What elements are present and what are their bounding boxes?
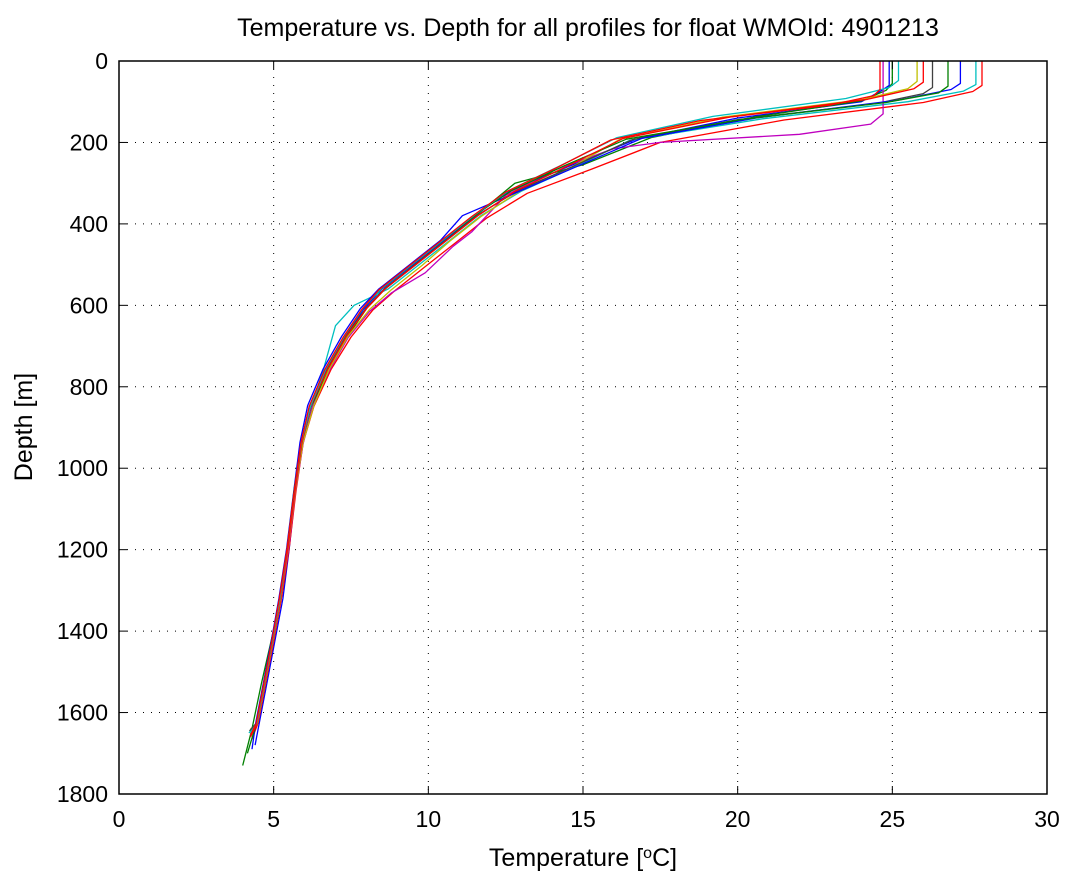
y-tick-label: 200: [70, 129, 108, 155]
profile-line-1: [254, 61, 890, 746]
y-axis-label: Depth [m]: [10, 373, 38, 481]
grid: [119, 61, 1047, 794]
tick-marks: [118, 60, 1048, 795]
profile-line-4: [248, 61, 977, 734]
x-tick-label: 0: [113, 806, 126, 832]
y-tick-label: 1400: [57, 618, 108, 644]
plot-frame: [118, 60, 1048, 795]
y-tick-label: 400: [70, 211, 108, 237]
x-tick-label: 20: [725, 806, 751, 832]
x-tick-label: 10: [416, 806, 442, 832]
y-tick-label: 1000: [57, 455, 108, 481]
y-tick-label: 800: [70, 374, 108, 400]
y-tick-label: 600: [70, 292, 108, 318]
x-tick-label: 25: [880, 806, 906, 832]
x-axis-label: Temperature [oC]: [489, 844, 677, 872]
x-axis-label-degree: o: [643, 845, 652, 862]
y-tick-label: 1800: [57, 781, 108, 807]
profile-line-12: [249, 61, 881, 736]
y-tick-label: 1200: [57, 537, 108, 563]
x-tick-label: 30: [1034, 806, 1060, 832]
y-tick-labels: 0 200 400 600 800 1000 1200 1400 1600 1800: [57, 48, 108, 807]
y-tick-label: 0: [95, 48, 108, 74]
profile-line-9: [246, 61, 949, 754]
x-axis-label-suffix: C]: [652, 844, 677, 872]
x-axis-label-prefix: Temperature [: [489, 844, 643, 872]
x-tick-label: 15: [570, 806, 596, 832]
y-tick-label: 1600: [57, 700, 108, 726]
x-tick-label: 5: [267, 806, 280, 832]
profile-line-3: [251, 61, 983, 740]
profile-lines: [242, 61, 983, 766]
profile-line-8: [251, 61, 962, 750]
x-tick-labels: 0 5 10 15 20 25 30: [113, 806, 1060, 832]
chart-title: Temperature vs. Depth for all profiles f…: [237, 14, 939, 42]
